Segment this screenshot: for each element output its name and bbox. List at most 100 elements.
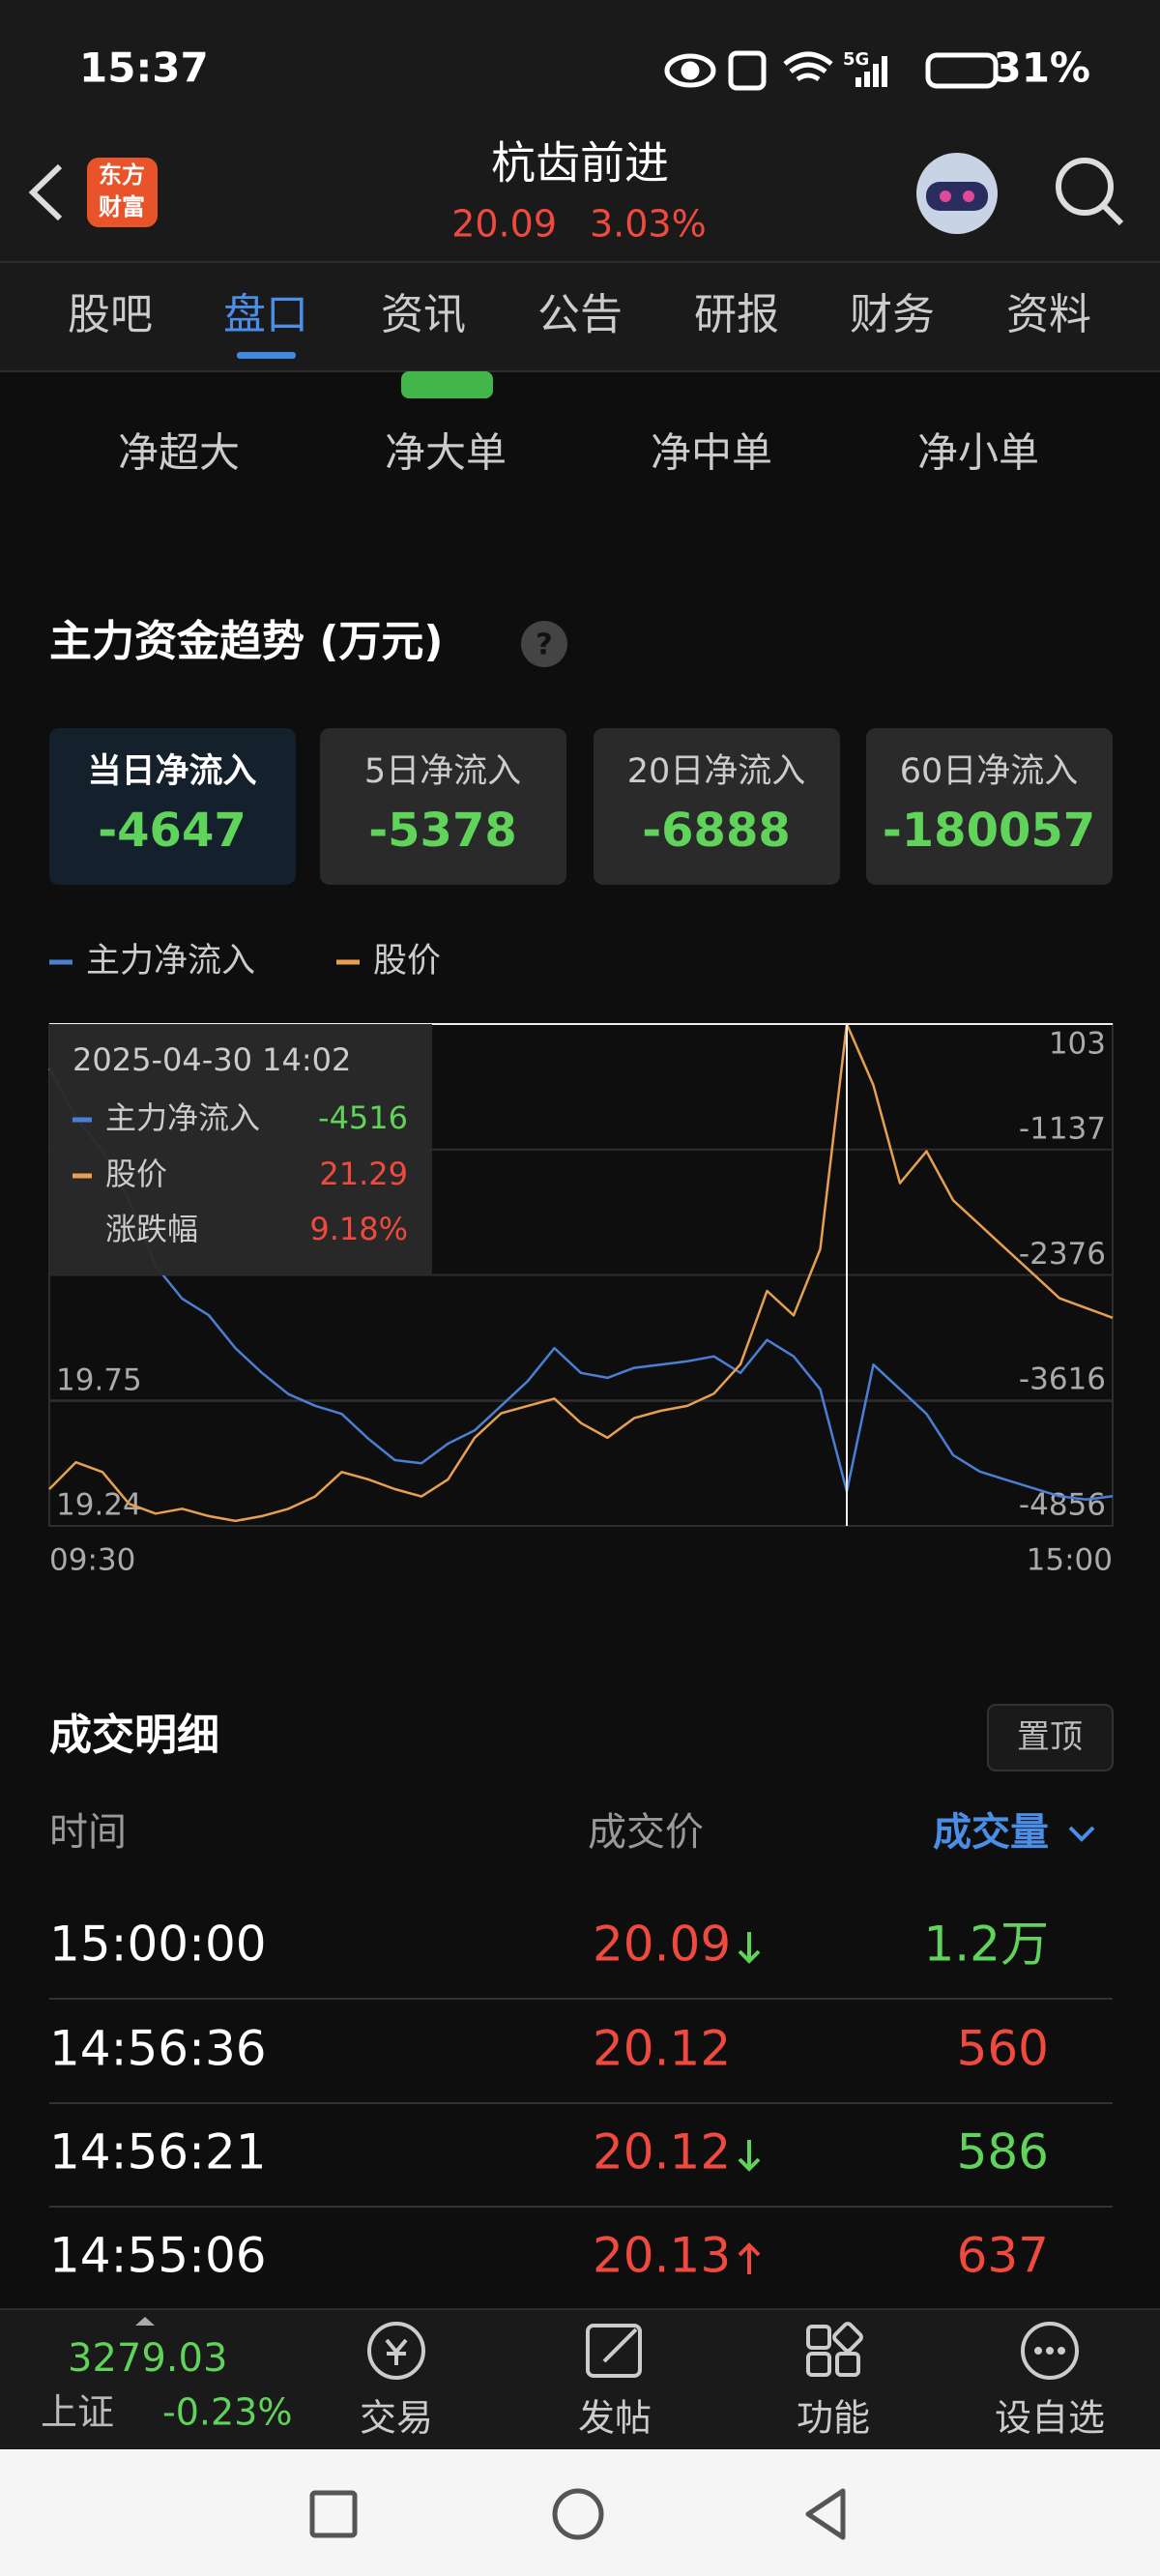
logo-text: 东方 (99, 161, 145, 189)
system-nav (0, 2449, 1160, 2576)
trade-time: 14:56:36 (49, 2021, 267, 2077)
card-value: -6888 (642, 804, 791, 858)
card-value: -5378 (368, 804, 517, 858)
x-tick-label: 15:00 (1027, 1543, 1113, 1578)
trade-time: 15:00:00 (49, 1917, 267, 1973)
column-header: 时间 (49, 1810, 127, 1855)
pin-button[interactable] (987, 1704, 1114, 1771)
bottom-bar (0, 2309, 1160, 2449)
back-nav-button[interactable] (805, 2488, 846, 2540)
tooltip-value: -4516 (318, 1099, 408, 1136)
search-button[interactable] (1056, 158, 1124, 226)
home-button[interactable] (552, 2488, 604, 2540)
column-header: 成交价 (588, 1810, 704, 1855)
trend-arrow (738, 1932, 761, 1964)
tab-underline (237, 352, 296, 359)
trend-arrow (738, 2140, 761, 2172)
period-card[interactable] (320, 728, 566, 885)
section-title: 主力资金趋势 (万元) (49, 617, 444, 666)
trade-price: 20.13 (593, 2228, 731, 2284)
y2-tick-label: -3616 (1019, 1362, 1106, 1397)
stock-price: 20.09 (451, 203, 557, 246)
sub-tab[interactable]: 净超大 (118, 429, 240, 477)
bottom-tab[interactable]: 发帖 (578, 2397, 652, 2440)
clock: 15:37 (79, 44, 209, 92)
help-icon[interactable] (521, 621, 567, 667)
tooltip (49, 1024, 432, 1275)
card-label: 当日净流入 (87, 752, 256, 791)
trade-price: 20.09 (593, 1917, 731, 1973)
card-label: 60日净流入 (900, 752, 1079, 791)
tooltip-value: 21.29 (319, 1156, 408, 1192)
y2-tick-label: 103 (1049, 1027, 1106, 1062)
tab[interactable]: 资料 (1006, 290, 1091, 339)
logo (87, 158, 158, 227)
sub-tab[interactable]: 净大单 (385, 429, 507, 477)
tab[interactable]: 财务 (850, 290, 935, 339)
tooltip-label: 涨跌幅 (105, 1211, 198, 1247)
trade-time: 14:55:06 (49, 2228, 267, 2284)
pin-label: 置顶 (1017, 1718, 1083, 1757)
stock-change: 3.03% (590, 203, 707, 246)
trade-volume: 1.2万 (923, 1917, 1049, 1973)
status-icons (664, 50, 999, 91)
index-value: 3279.03 (68, 2336, 227, 2381)
trade-volume: 637 (957, 2228, 1049, 2284)
card-label: 20日净流入 (627, 752, 806, 791)
index-change: -0.23% (162, 2391, 292, 2434)
bottom-tab[interactable]: 设自选 (995, 2397, 1105, 2440)
assistant-avatar[interactable] (916, 153, 998, 234)
back-button[interactable] (28, 163, 63, 221)
sub-tab[interactable]: 净中单 (651, 429, 772, 477)
y-tick-label: 19.24 (56, 1488, 142, 1523)
tab[interactable]: 资讯 (381, 290, 466, 339)
series-line (47, 1068, 1114, 1502)
card-value: -180057 (883, 804, 1095, 858)
tooltip-label: 股价 (105, 1156, 167, 1192)
legend-label: 股价 (373, 942, 441, 981)
bottom-icons (367, 2322, 1079, 2380)
card-label: 5日净流入 (364, 752, 521, 791)
section-title: 成交明细 (49, 1711, 219, 1760)
help-text: ? (536, 629, 552, 662)
subtab-indicator (401, 371, 493, 398)
tab[interactable]: 盘口 (223, 290, 308, 339)
trend-arrow (738, 2242, 761, 2274)
stock-name: 杭齿前进 (491, 137, 669, 190)
tab[interactable]: 公告 (537, 290, 623, 339)
bottom-tab[interactable]: 功能 (797, 2397, 870, 2440)
sort-chevron (1068, 1826, 1095, 1842)
trade-time: 14:56:21 (49, 2124, 267, 2181)
trade-price: 20.12 (593, 2124, 731, 2181)
period-card[interactable] (866, 728, 1113, 885)
trade-volume: 560 (957, 2021, 1049, 2077)
recents-button[interactable] (309, 2490, 358, 2538)
tooltip-time: 2025-04-30 14:02 (72, 1041, 351, 1078)
tooltip-label: 主力净流入 (105, 1099, 260, 1136)
bottom-tab[interactable]: 交易 (360, 2397, 433, 2440)
y2-tick-label: -1137 (1019, 1111, 1106, 1146)
trade-price: 20.12 (593, 2021, 731, 2077)
tab[interactable]: 股吧 (68, 290, 153, 339)
trade-volume: 586 (957, 2124, 1049, 2181)
x-tick-label: 09:30 (49, 1543, 135, 1578)
period-card[interactable] (49, 728, 296, 885)
network-label: 5G (843, 49, 869, 70)
logo-text: 财富 (99, 193, 145, 220)
y2-tick-label: -2376 (1019, 1237, 1106, 1272)
legend-label: 主力净流入 (86, 942, 255, 981)
column-header[interactable]: 成交量 (933, 1810, 1049, 1855)
y-tick-label: 19.75 (56, 1362, 142, 1397)
tab[interactable]: 研报 (694, 290, 779, 339)
tooltip-value: 9.18% (309, 1211, 408, 1247)
card-value: -4647 (98, 804, 246, 858)
index-name: 上证 (41, 2391, 114, 2434)
sub-tab[interactable]: 净小单 (917, 429, 1039, 477)
period-card[interactable] (594, 728, 840, 885)
chart: 主力净流入 股价103-1137-2376-3616-485619.2419.75… (47, 942, 1114, 1578)
battery-level: 31% (993, 44, 1090, 92)
expand-indicator[interactable] (135, 2317, 155, 2326)
series-line (48, 1022, 1114, 1523)
